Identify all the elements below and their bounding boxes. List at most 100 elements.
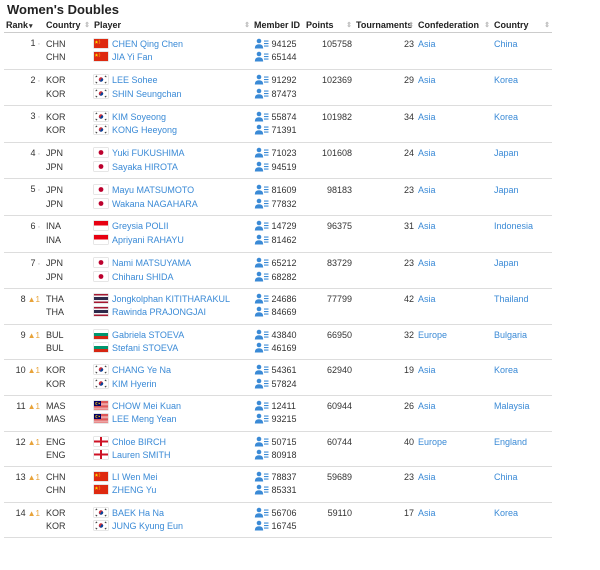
confederation-link[interactable]: Europe (418, 436, 448, 447)
player-name-link[interactable]: CHANG Ye Na (112, 365, 172, 376)
confederation-link[interactable]: Asia (418, 38, 436, 49)
player-profile-icon[interactable] (254, 436, 269, 447)
player-profile-icon[interactable] (254, 38, 269, 49)
header-country[interactable]: Country ⇕ (44, 18, 92, 33)
country-link[interactable]: Bulgaria (494, 329, 528, 340)
player-profile-icon[interactable] (254, 293, 269, 304)
player-profile-icon[interactable] (254, 111, 269, 122)
player-name-link[interactable]: Nami MATSUYAMA (112, 258, 192, 269)
player-profile-icon[interactable] (254, 184, 269, 195)
header-tournaments[interactable]: Tournaments ⇕ (354, 18, 416, 33)
player-name-link[interactable]: JIA Yi Fan (112, 52, 153, 63)
player-name-link[interactable]: Chloe BIRCH (112, 436, 167, 447)
confederation-link[interactable]: Asia (418, 507, 436, 518)
confederation-link[interactable]: Asia (418, 221, 436, 232)
country-link[interactable]: Korea (494, 507, 519, 518)
confederation-link[interactable]: Asia (418, 111, 436, 122)
player-profile-icon[interactable] (254, 400, 269, 411)
member-id-cell: 68282 (252, 270, 304, 290)
player-profile-icon[interactable] (254, 364, 269, 375)
player-name-link[interactable]: SHIN Seungchan (112, 88, 182, 99)
table-row: MAS LEE Meng Yean 93215 (4, 413, 552, 432)
country-link[interactable]: England (494, 436, 528, 447)
player-name-link[interactable]: Apriyani RAHAYU (112, 235, 184, 246)
header-member-id[interactable]: Member ID (252, 18, 304, 33)
player-profile-icon[interactable] (254, 124, 269, 135)
header-player[interactable]: Player ⇕ (92, 18, 252, 33)
player-name-link[interactable]: KONG Heeyong (112, 125, 178, 136)
header-country2[interactable]: Country ⇕ (492, 18, 552, 33)
player-name-link[interactable]: ZHENG Yu (112, 485, 157, 496)
header-rank[interactable]: Rank▾ (4, 18, 44, 33)
player-name-link[interactable]: Wakana NAGAHARA (112, 198, 198, 209)
confederation-link[interactable]: Europe (418, 329, 448, 340)
player-name-link[interactable]: JUNG Kyung Eun (112, 521, 184, 532)
player-profile-icon[interactable] (254, 413, 269, 424)
country-link[interactable]: Japan (494, 148, 519, 159)
confederation-link[interactable]: Asia (418, 75, 436, 86)
player-name-link[interactable]: Jongkolphan KITITHARAKUL (112, 294, 231, 305)
player-name-link[interactable]: LEE Meng Yean (112, 414, 177, 425)
confederation-link[interactable]: Asia (418, 472, 436, 483)
player-profile-icon[interactable] (254, 484, 269, 495)
player-name-link[interactable]: KIM Hyerin (112, 378, 157, 389)
player-name-link[interactable]: Lauren SMITH (112, 449, 171, 460)
player-profile-icon[interactable] (254, 306, 269, 317)
player-profile-icon[interactable] (254, 161, 269, 172)
player-name-link[interactable]: CHEN Qing Chen (112, 38, 184, 49)
player-name-link[interactable]: LEE Sohee (112, 75, 158, 86)
player-name-link[interactable]: Sayaka HIROTA (112, 162, 178, 173)
player-name-link[interactable]: CHOW Mei Kuan (112, 400, 182, 411)
confederation-link[interactable]: Asia (418, 294, 436, 305)
country-name-cell: China (492, 33, 552, 52)
country-link[interactable]: Malaysia (494, 400, 530, 411)
player-name-link[interactable]: BAEK Ha Na (112, 507, 165, 518)
player-name-link[interactable]: Chiharu SHIDA (112, 271, 174, 282)
header-points[interactable]: Points ⇕ (304, 18, 354, 33)
country-link[interactable]: Japan (494, 184, 519, 195)
player-profile-icon[interactable] (254, 51, 269, 62)
player-name-link[interactable]: LI Wen Mei (112, 472, 158, 483)
player-profile-icon[interactable] (254, 88, 269, 99)
player-name-link[interactable]: Yuki FUKUSHIMA (112, 148, 185, 159)
member-id-cell: 24686 (252, 289, 304, 307)
player-name-link[interactable]: Stefani STOEVA (112, 343, 179, 354)
country-link[interactable]: Korea (494, 365, 519, 376)
player-name-link[interactable]: Mayu MATSUMOTO (112, 184, 195, 195)
player-profile-icon[interactable] (254, 471, 269, 482)
country-link[interactable]: Thailand (494, 294, 529, 305)
player-name-link[interactable]: Rawinda PRAJONGJAI (112, 307, 207, 318)
country-link[interactable]: China (494, 38, 518, 49)
player-profile-icon[interactable] (254, 507, 269, 518)
player-profile-icon[interactable] (254, 74, 269, 85)
country-link[interactable]: Japan (494, 258, 519, 269)
confederation-link[interactable]: Asia (418, 400, 436, 411)
player-profile-icon[interactable] (254, 329, 269, 340)
confederation-link[interactable]: Asia (418, 365, 436, 376)
rank-change: 1 (35, 330, 40, 340)
rank-cell (4, 234, 44, 253)
player-profile-icon[interactable] (254, 257, 269, 268)
player-profile-icon[interactable] (254, 520, 269, 531)
player-profile-icon[interactable] (254, 342, 269, 353)
country-link[interactable]: Indonesia (494, 221, 534, 232)
country-link[interactable]: Korea (494, 75, 519, 86)
confederation-link[interactable]: Asia (418, 258, 436, 269)
member-id-cell: 81609 (252, 179, 304, 198)
player-profile-icon[interactable] (254, 147, 269, 158)
confederation-link[interactable]: Asia (418, 148, 436, 159)
player-profile-icon[interactable] (254, 378, 269, 389)
player-name-link[interactable]: Greysia POLII (112, 221, 169, 232)
confederation-link[interactable]: Asia (418, 184, 436, 195)
header-confederation[interactable]: Confederation ⇕ (416, 18, 492, 33)
player-profile-icon[interactable] (254, 449, 269, 460)
player-profile-icon[interactable] (254, 220, 269, 231)
player-profile-icon[interactable] (254, 234, 269, 245)
player-name-link[interactable]: Gabriela STOEVA (112, 329, 185, 340)
country-link[interactable]: Korea (494, 111, 519, 122)
country-link[interactable]: China (494, 472, 518, 483)
player-profile-icon[interactable] (254, 198, 269, 209)
table-row: 11 ▲1 MAS CHOW Mei Kuan 12411 60944 26 Asia Mal… (4, 395, 552, 413)
player-name-link[interactable]: KIM Soyeong (112, 111, 167, 122)
player-profile-icon[interactable] (254, 271, 269, 282)
